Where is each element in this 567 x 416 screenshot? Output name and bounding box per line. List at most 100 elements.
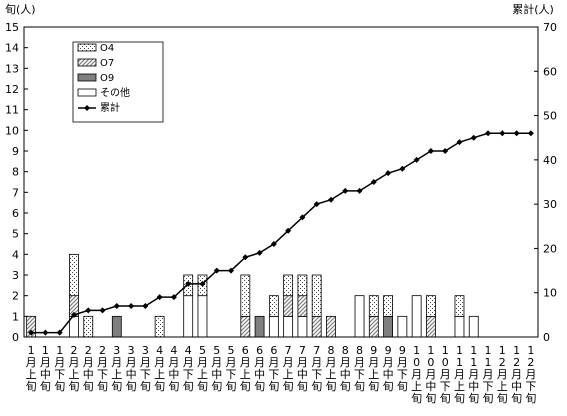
bar-segment — [240, 315, 251, 338]
bar-segment — [254, 315, 265, 338]
bar-segment — [283, 274, 294, 297]
category-char: 1 — [413, 344, 420, 357]
category-char: 月 — [340, 356, 351, 369]
right-tick-label: 30 — [543, 198, 557, 211]
category-char: 上 — [283, 368, 294, 381]
category-char: 6 — [242, 344, 249, 357]
right-tick-label: 40 — [543, 154, 557, 167]
bar-segment — [83, 315, 94, 338]
category-char: 旬 — [411, 392, 422, 405]
left-tick-label: 0 — [12, 331, 19, 344]
category-char: 9 — [385, 344, 392, 357]
legend-label: O9 — [100, 73, 114, 84]
category-char: 月 — [297, 356, 308, 369]
category-char: 旬 — [511, 392, 522, 405]
category-char: 旬 — [83, 380, 94, 393]
category-char: 月 — [411, 368, 422, 381]
category-char: 旬 — [197, 380, 208, 393]
category-char: 旬 — [240, 380, 251, 393]
cumulative-point — [128, 303, 135, 309]
right-axis-label: 累計(人) — [512, 2, 554, 16]
bar-segment — [354, 295, 365, 338]
category-char: 8 — [356, 344, 363, 357]
category-char: 上 — [454, 380, 465, 393]
category-char: 旬 — [26, 380, 37, 393]
cumulative-point — [170, 294, 177, 301]
bar-segment — [197, 295, 208, 338]
legend-swatch — [77, 43, 97, 52]
category-char: 旬 — [54, 380, 65, 393]
cumulative-point — [370, 179, 377, 185]
category-char: 9 — [370, 344, 377, 357]
category-char: 旬 — [126, 380, 137, 393]
bar-segment — [397, 315, 408, 338]
category-char: 中 — [383, 368, 394, 381]
category-char: 上 — [26, 368, 37, 381]
category-char: 5 — [228, 344, 235, 357]
cumulative-point — [199, 280, 206, 287]
legend-label: O7 — [100, 58, 114, 69]
category-char: 上 — [368, 368, 379, 381]
cumulative-point — [70, 311, 77, 318]
cumulative-point — [427, 148, 434, 154]
bar-segment — [111, 315, 122, 338]
bar-segment — [426, 295, 436, 317]
category-char: 下 — [183, 368, 194, 381]
legend-label: 累計 — [100, 101, 120, 114]
cumulative-point — [85, 307, 92, 314]
category-char: 下 — [140, 368, 151, 381]
category-char: 2 — [527, 356, 534, 369]
category-char: 月 — [54, 356, 65, 369]
category-char: 旬 — [483, 392, 494, 405]
category-char: 月 — [397, 356, 408, 369]
right-tick-label: 10 — [543, 287, 557, 300]
category-char: 月 — [425, 368, 436, 381]
category-char: 旬 — [368, 380, 379, 393]
cumulative-point — [270, 241, 277, 247]
cumulative-point — [99, 307, 106, 314]
category-char: 月 — [68, 356, 79, 369]
category-char: 月 — [240, 356, 251, 369]
bars — [26, 253, 479, 338]
category-char: 旬 — [154, 380, 165, 393]
legend-line-marker — [84, 105, 90, 111]
category-char: 中 — [425, 380, 436, 393]
category-char: 上 — [111, 368, 122, 381]
category-char: 上 — [240, 368, 251, 381]
category-char: 旬 — [68, 380, 79, 393]
left-tick-label: 3 — [12, 269, 19, 282]
right-tick-label: 70 — [543, 21, 557, 34]
category-char: 月 — [211, 356, 222, 369]
category-char: 2 — [99, 344, 106, 357]
cumulative-line — [28, 130, 534, 336]
category-char: 下 — [525, 380, 536, 393]
category-char: 下 — [483, 380, 494, 393]
left-tick-label: 1 — [12, 310, 19, 323]
left-tick-label: 13 — [5, 62, 19, 75]
category-char: 旬 — [211, 380, 222, 393]
category-char: 3 — [142, 344, 149, 357]
category-char: 中 — [254, 368, 265, 381]
bar-segment — [283, 295, 294, 317]
category-char: 上 — [411, 380, 422, 393]
bar-segment — [454, 315, 465, 338]
category-char: 4 — [156, 344, 163, 357]
category-char: 旬 — [440, 392, 451, 405]
category-char: 下 — [311, 368, 322, 381]
category-char: 2 — [70, 344, 77, 357]
category-char: 月 — [511, 368, 522, 381]
category-char: 1 — [485, 344, 492, 357]
